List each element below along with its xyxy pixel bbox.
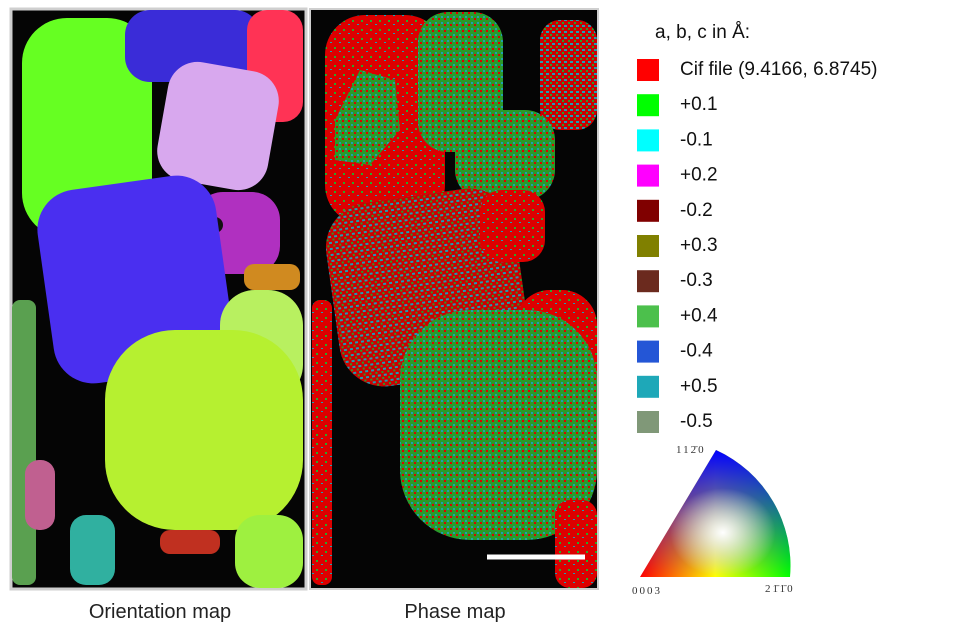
legend-swatch bbox=[637, 235, 659, 257]
legend-label: +0.2 bbox=[680, 165, 718, 186]
caption: Orientation map bbox=[89, 601, 231, 623]
legend-swatch bbox=[637, 94, 659, 117]
legend-label: Cif file (9.4166, 6.8745) bbox=[680, 59, 878, 80]
legend-label: +0.4 bbox=[680, 305, 718, 326]
legend-swatch bbox=[637, 411, 659, 433]
legend-swatch bbox=[637, 375, 659, 398]
orientation-map bbox=[9, 7, 308, 591]
legend-label: +0.3 bbox=[680, 235, 718, 256]
legend-label: -0.5 bbox=[680, 411, 713, 432]
phase-map bbox=[309, 8, 599, 590]
caption: Phase map bbox=[404, 601, 505, 623]
legend-label: -0.2 bbox=[680, 200, 713, 221]
legend: Cif file (9.4166, 6.8745) +0.1 -0.1 +0.2 -0.… bbox=[637, 59, 878, 433]
ipf-key: 112̄0 0003 21̄1̄0 bbox=[632, 444, 795, 597]
legend-label: -0.1 bbox=[680, 129, 713, 150]
legend-label: -0.4 bbox=[680, 341, 713, 362]
ipf-label: 112̄0 bbox=[676, 444, 706, 456]
legend-swatch bbox=[637, 129, 659, 152]
legend-title: a, b, c in Å: bbox=[655, 22, 750, 43]
legend-swatch bbox=[637, 59, 659, 81]
legend-label: +0.1 bbox=[680, 94, 718, 115]
legend-swatch bbox=[637, 270, 659, 293]
ipf-label: 0003 bbox=[632, 585, 662, 597]
legend-swatch bbox=[637, 305, 659, 328]
legend-label: +0.5 bbox=[680, 376, 718, 397]
ipf-label: 21̄1̄0 bbox=[765, 583, 795, 595]
legend-label: -0.3 bbox=[680, 270, 713, 291]
legend-swatch bbox=[637, 340, 659, 363]
legend-swatch bbox=[637, 164, 659, 187]
legend-swatch bbox=[637, 199, 659, 222]
